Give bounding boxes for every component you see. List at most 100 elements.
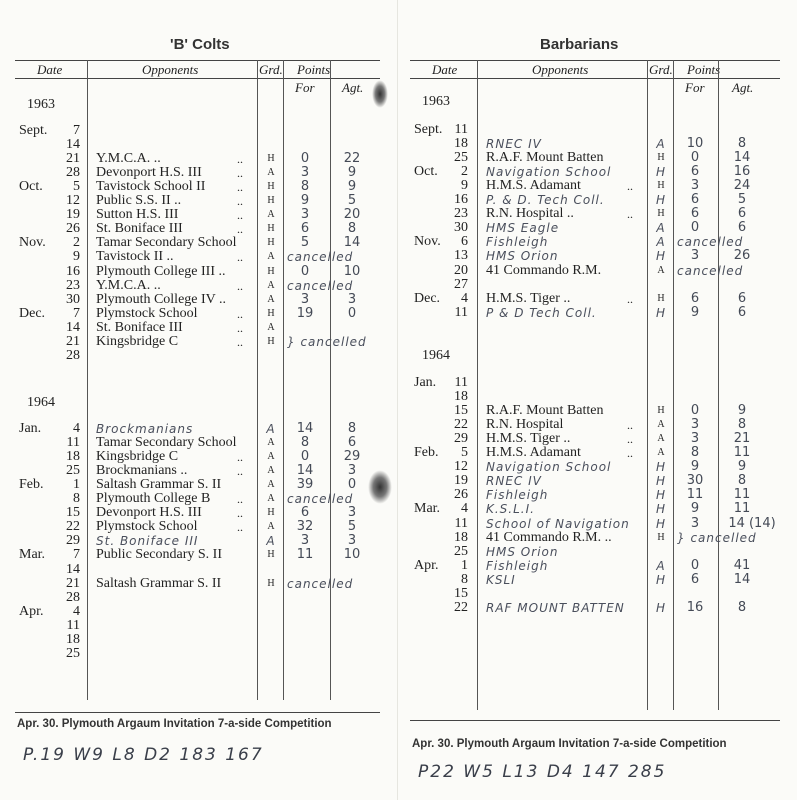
leader-dots: .. <box>237 520 243 535</box>
right-column-rule <box>718 60 719 710</box>
left-fixture-row: Feb. 1 Saltash Grammar S. II A 39 0 <box>0 478 797 492</box>
points-for: 11 <box>686 487 704 503</box>
fixture-opponent: Brockmanians .. <box>96 463 188 479</box>
fixture-day: 21 <box>66 575 80 591</box>
fixture-ground: H <box>655 516 667 531</box>
leader-dots: .. <box>627 418 633 433</box>
fixture-ground: A <box>267 209 275 221</box>
points-against: 0 <box>347 305 357 321</box>
right-fixture-row: 18 <box>0 390 797 404</box>
fixture-ground: A <box>657 433 665 445</box>
left-column-rule <box>87 60 88 700</box>
points-for: 6 <box>300 221 310 237</box>
points-for: 6 <box>690 206 700 222</box>
left-header-date: Date <box>37 62 63 77</box>
leader-dots: .. <box>237 166 243 181</box>
left-fixture-row: 22 Plymstock School.. A 32 5 <box>0 520 797 535</box>
points-for: 19 <box>296 305 314 321</box>
fixture-ground: H <box>267 549 275 561</box>
right-column-rule <box>477 60 478 710</box>
fixture-day: 28 <box>66 589 80 605</box>
fixture-day: 4 <box>73 421 80 436</box>
points-against: 11 <box>733 487 751 503</box>
fixture-day: 4 <box>73 603 80 619</box>
points-against: 5 <box>347 193 357 209</box>
left-fixture-row: 14 <box>0 562 797 577</box>
fixture-day: 29 <box>66 533 80 549</box>
right-fixture-row: 11 P & D Tech Coll. H 9 6 <box>0 305 797 320</box>
right-fixture-row: 27 <box>0 277 797 292</box>
fixture-ground: A <box>267 251 275 263</box>
right-fixture-row: 13 HMS Orion H 3 26 <box>0 249 797 264</box>
fixture-ground: A <box>267 493 275 505</box>
points-for: 6 <box>690 571 700 587</box>
points-for: 3 <box>690 417 700 433</box>
fixture-ground: H <box>657 208 665 220</box>
fixture-opponent: P. & D. Tech Coll. <box>486 193 605 208</box>
points-against: 6 <box>737 206 747 222</box>
left-fixture-row: Oct. 5 Tavistock School II.. H 8 9 <box>0 180 797 195</box>
points-for: 3 <box>300 165 310 181</box>
fixture-day: 23 <box>454 206 468 222</box>
fixture-opponent: Plymouth College IV .. <box>96 291 227 307</box>
fixture-opponent: 41 Commando R.M. <box>486 262 602 278</box>
fixture-opponent: Navigation School <box>486 460 612 475</box>
fixture-opponent: R.A.F. Mount Batten <box>486 150 604 166</box>
points-against: 41 <box>733 557 751 573</box>
points-for: 6 <box>690 164 700 180</box>
leader-dots: .. <box>237 320 243 335</box>
fixture-opponent: St. Boniface III <box>96 221 183 237</box>
fixture-opponent: Navigation School <box>486 165 612 180</box>
right-fixture-row: Feb. 5 H.M.S. Adamant.. A 8 11 <box>0 446 797 461</box>
right-fixture-row: 16 P. & D. Tech Coll. H 6 5 <box>0 192 797 208</box>
fixture-ground: A <box>657 264 665 276</box>
left-fixture-row: 15 Devonport H.S. III.. H 6 3 <box>0 506 797 521</box>
fixture-cancelled-note: cancelled <box>677 263 744 278</box>
right-top-rule <box>410 60 780 61</box>
right-fixture-row: 15 R.A.F. Mount Batten H 0 9 <box>0 404 797 418</box>
fixture-month: Sept. <box>414 122 443 137</box>
right-footer-rule <box>410 720 780 721</box>
fixture-day: 25 <box>454 543 468 559</box>
fixture-day: 2 <box>461 164 468 180</box>
right-fixture-row: 25 HMS Orion <box>0 543 797 559</box>
right-header-date: Date <box>432 62 458 77</box>
fixture-opponent: Saltash Grammar S. II <box>96 575 222 591</box>
left-column-rule <box>257 60 258 700</box>
right-fixture-row: Sept. 11 <box>0 123 797 137</box>
fixture-opponent: Fishleigh <box>486 235 549 250</box>
fixture-day: 2 <box>73 235 80 251</box>
fixture-opponent: H.M.S. Adamant <box>486 178 581 194</box>
right-fixture-row: 25 R.A.F. Mount Batten H 0 14 <box>0 151 797 165</box>
points-against: 21 <box>733 431 751 447</box>
left-fixture-row: 19 Sutton H.S. III.. A 3 20 <box>0 208 797 223</box>
left-year-label: 1963 <box>27 97 55 112</box>
left-team-title: 'B' Colts <box>170 36 230 53</box>
right-header-grd: Grd. <box>649 62 673 77</box>
fixture-month: Nov. <box>414 234 441 250</box>
leader-dots: .. <box>627 179 633 194</box>
fixture-opponent: Fishleigh <box>486 558 549 573</box>
fixture-ground: H <box>657 405 665 417</box>
page-fold <box>397 0 398 800</box>
points-for: 3 <box>300 291 310 307</box>
fixture-opponent: Devonport H.S. III <box>96 165 202 181</box>
points-for: 3 <box>690 431 700 447</box>
fixture-opponent: R.A.F. Mount Batten <box>486 403 604 419</box>
right-year-label: 1964 <box>422 348 450 363</box>
fixture-opponent: Public Secondary S. II <box>96 547 222 563</box>
fixture-month: Oct. <box>414 164 438 180</box>
points-against: 9 <box>347 165 357 181</box>
fixture-opponent: Plymouth College B <box>96 491 211 507</box>
points-for: 5 <box>300 235 310 251</box>
ink-smudge <box>372 80 388 108</box>
fixture-month: Mar. <box>414 501 441 517</box>
points-for: 6 <box>690 192 700 208</box>
points-against: 8 <box>347 221 357 237</box>
fixture-day: 23 <box>66 277 80 293</box>
leader-dots: .. <box>237 278 243 293</box>
fixture-ground: H <box>267 335 275 347</box>
fixture-opponent: RNEC IV <box>486 137 542 152</box>
points-against: 14 (14) <box>728 515 776 531</box>
